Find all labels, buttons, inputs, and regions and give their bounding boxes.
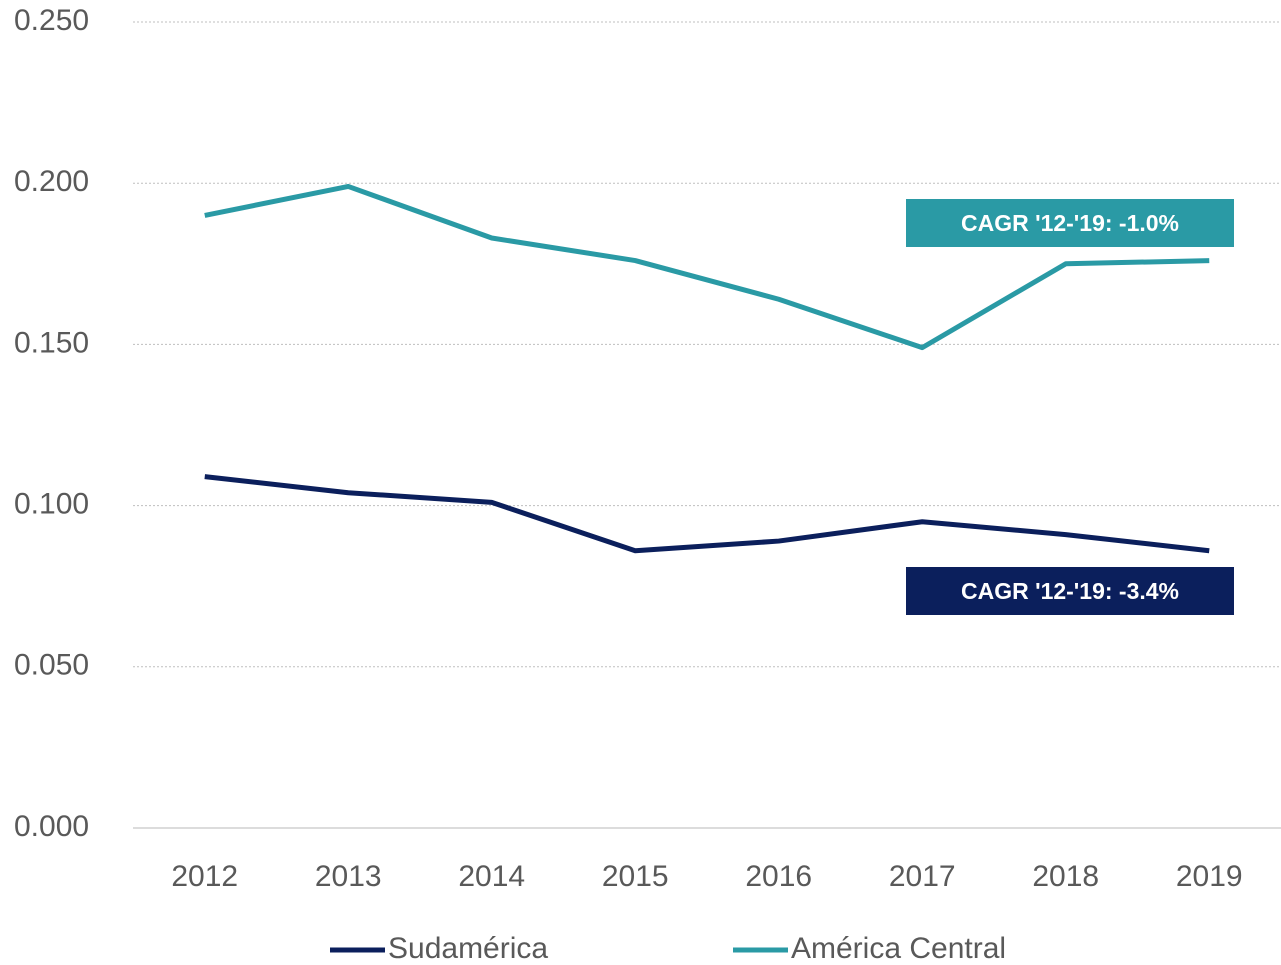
y-tick-label: 0.250 xyxy=(14,4,89,37)
y-tick-label: 0.100 xyxy=(14,488,89,521)
annotation-box xyxy=(906,567,1234,615)
x-tick-label: 2012 xyxy=(171,860,238,893)
annotation-box xyxy=(906,199,1234,247)
y-tick-label: 0.150 xyxy=(14,326,89,359)
y-tick-label: 0.050 xyxy=(14,649,89,682)
legend-label: Sudamérica xyxy=(388,932,548,965)
x-tick-label: 2013 xyxy=(315,860,382,893)
x-tick-label: 2016 xyxy=(745,860,812,893)
x-tick-label: 2017 xyxy=(889,860,956,893)
x-tick-label: 2019 xyxy=(1176,860,1243,893)
line-series xyxy=(204,474,1210,554)
y-tick-label: 0.000 xyxy=(14,810,89,843)
annotation: CAGR '12-'19: -3.4% xyxy=(961,578,1179,604)
line-series xyxy=(204,183,1210,351)
legend-label: América Central xyxy=(791,932,1006,965)
x-tick-label: 2014 xyxy=(458,860,525,893)
x-tick-label: 2015 xyxy=(602,860,669,893)
x-tick-label: 2018 xyxy=(1032,860,1099,893)
y-tick-label: 0.200 xyxy=(14,165,89,198)
annotation: CAGR '12-'19: -1.0% xyxy=(961,210,1179,236)
